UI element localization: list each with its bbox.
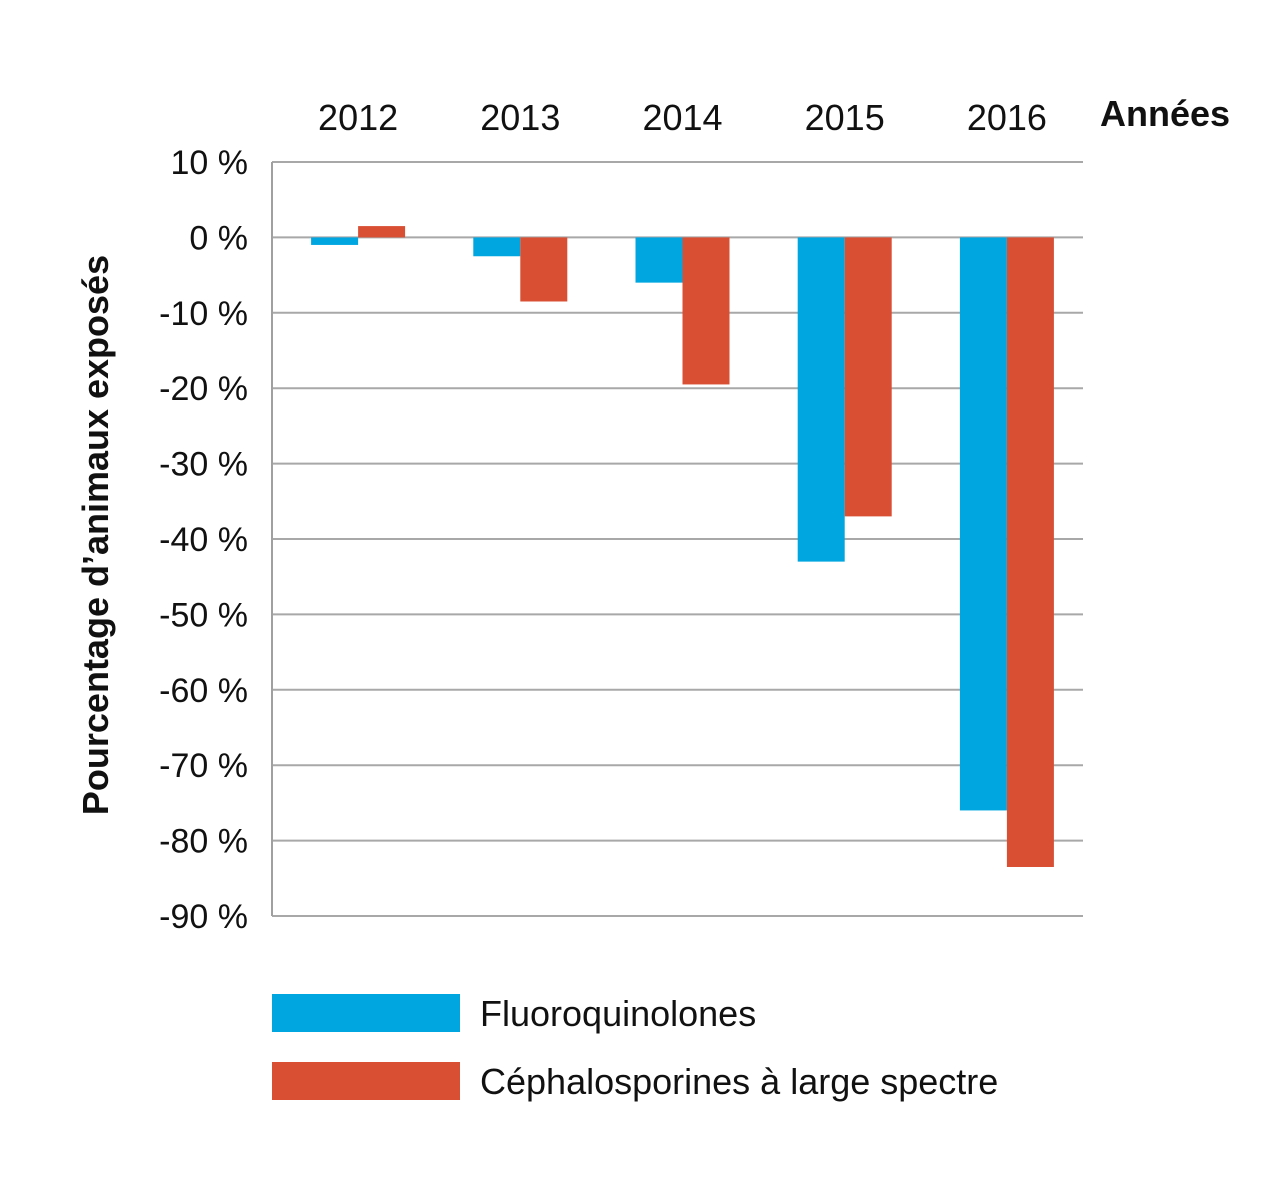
x-axis-title: Années xyxy=(1100,93,1230,134)
legend-label-fluoroquinolones: Fluoroquinolones xyxy=(480,993,756,1034)
bar-cephalosporines-2013 xyxy=(520,237,568,302)
y-tick-label: -10 % xyxy=(159,295,248,333)
bar-cephalosporines-2015 xyxy=(844,237,892,517)
bar-fluoroquinolones-2012 xyxy=(311,237,359,245)
legend-swatch-cephalosporines xyxy=(272,1062,460,1100)
x-category-labels: 2012 2013 2014 2015 2016 xyxy=(318,97,1047,138)
legend: Fluoroquinolones Céphalosporines à large… xyxy=(272,993,998,1102)
y-tick-labels: 10 % 0 % -10 % -20 % -30 % -40 % -50 % -60 % -70… xyxy=(159,144,248,936)
bar-fluoroquinolones-2016 xyxy=(959,237,1007,811)
y-axis-title: Pourcentage d’animaux exposés xyxy=(75,255,116,815)
x-category-label: 2013 xyxy=(480,97,560,138)
y-tick-label: -40 % xyxy=(159,521,248,559)
bar-cephalosporines-2016 xyxy=(1006,237,1054,867)
x-category-label: 2014 xyxy=(642,97,722,138)
x-category-label: 2016 xyxy=(967,97,1047,138)
bar-fluoroquinolones-2014 xyxy=(635,237,683,283)
y-tick-label: -50 % xyxy=(159,596,248,634)
x-category-label: 2012 xyxy=(318,97,398,138)
y-tick-label: -60 % xyxy=(159,672,248,710)
bar-cephalosporines-2014 xyxy=(682,237,730,385)
legend-label-cephalosporines: Céphalosporines à large spectre xyxy=(480,1061,998,1102)
bar-cephalosporines-2012 xyxy=(358,226,406,238)
y-tick-label: -80 % xyxy=(159,823,248,861)
y-tick-label: -30 % xyxy=(159,446,248,484)
y-tick-label: -70 % xyxy=(159,747,248,785)
y-tick-label: 0 % xyxy=(189,219,248,257)
x-category-label: 2015 xyxy=(805,97,885,138)
bar-fluoroquinolones-2013 xyxy=(473,237,521,257)
gridlines xyxy=(272,161,1083,917)
y-tick-label: -90 % xyxy=(159,898,248,936)
bars xyxy=(311,226,1054,867)
y-tick-label: -20 % xyxy=(159,370,248,408)
legend-swatch-fluoroquinolones xyxy=(272,994,460,1032)
y-tick-label: 10 % xyxy=(171,144,249,182)
bar-fluoroquinolones-2015 xyxy=(797,237,845,562)
